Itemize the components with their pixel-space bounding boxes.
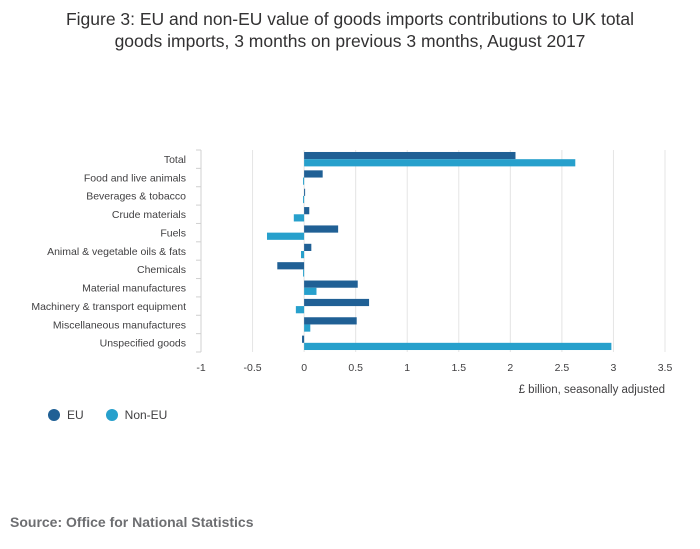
x-tick-label: 1.5 [451, 362, 466, 374]
bar-eu [304, 243, 312, 251]
y-category-label: Crude materials [112, 209, 186, 221]
x-tick-label: -0.5 [244, 362, 262, 374]
chart-title: Figure 3: EU and non-EU value of goods i… [0, 8, 700, 52]
x-tick-label: -1 [196, 362, 205, 374]
bar-non-eu [304, 287, 317, 295]
bar-eu [302, 335, 305, 343]
y-category-label: Material manufactures [82, 283, 186, 295]
legend-item-eu[interactable]: EU [48, 408, 84, 422]
y-category-label: Food and live animals [84, 172, 186, 184]
x-tick-label: 0.5 [348, 362, 363, 374]
x-tick-label: 1 [404, 362, 410, 374]
y-category-label: Chemicals [137, 264, 186, 276]
bar-non-eu [293, 214, 305, 222]
legend: EU Non-EU [48, 408, 189, 422]
bar-non-eu [295, 306, 305, 314]
bar-non-eu [303, 269, 305, 277]
bar-non-eu [303, 195, 305, 204]
x-tick-label: 3 [611, 362, 617, 374]
bar-eu [304, 151, 516, 160]
bar-eu [304, 317, 357, 325]
y-category-label: Machinery & transport equipment [31, 301, 186, 313]
bar-non-eu [266, 232, 305, 240]
legend-label-eu: EU [67, 408, 84, 422]
x-tick-label: 0 [301, 362, 307, 374]
chart-title-line-1: Figure 3: EU and non-EU value of goods i… [65, 9, 635, 29]
bar-non-eu [304, 324, 311, 332]
bar-eu [277, 262, 305, 270]
y-category-label: Unspecified goods [100, 338, 186, 350]
bar-eu [304, 188, 306, 196]
source-note: Source: Office for National Statistics [10, 514, 254, 530]
x-tick-label: 2.5 [555, 362, 570, 374]
x-axis-title: £ billion, seasonally adjusted [519, 384, 665, 396]
bar-eu [304, 298, 370, 307]
y-category-label: Total [164, 154, 186, 166]
legend-marker-eu [48, 409, 60, 421]
bar-non-eu [304, 159, 576, 167]
bar-eu [304, 170, 323, 178]
legend-marker-non-eu [105, 409, 118, 421]
y-category-label: Miscellaneous manufactures [53, 319, 186, 331]
x-tick-label: 3.5 [658, 362, 673, 374]
x-tick-label: 2 [507, 362, 513, 374]
y-category-label: Fuels [160, 227, 186, 239]
bar-non-eu [301, 251, 305, 259]
bar-non-eu [304, 342, 612, 351]
bar-eu [304, 207, 310, 215]
bar-eu [304, 280, 358, 288]
bar-non-eu [303, 177, 305, 185]
y-category-label: Beverages & tobacco [86, 191, 186, 203]
legend-label-non-eu: Non-EU [124, 408, 168, 422]
bar-eu [304, 225, 339, 233]
y-category-label: Animal & vegetable oils & fats [47, 246, 186, 258]
chart-title-line-2: goods imports, 3 months on previous 3 mo… [114, 31, 586, 51]
legend-item-non-eu[interactable]: Non-EU [105, 408, 168, 422]
